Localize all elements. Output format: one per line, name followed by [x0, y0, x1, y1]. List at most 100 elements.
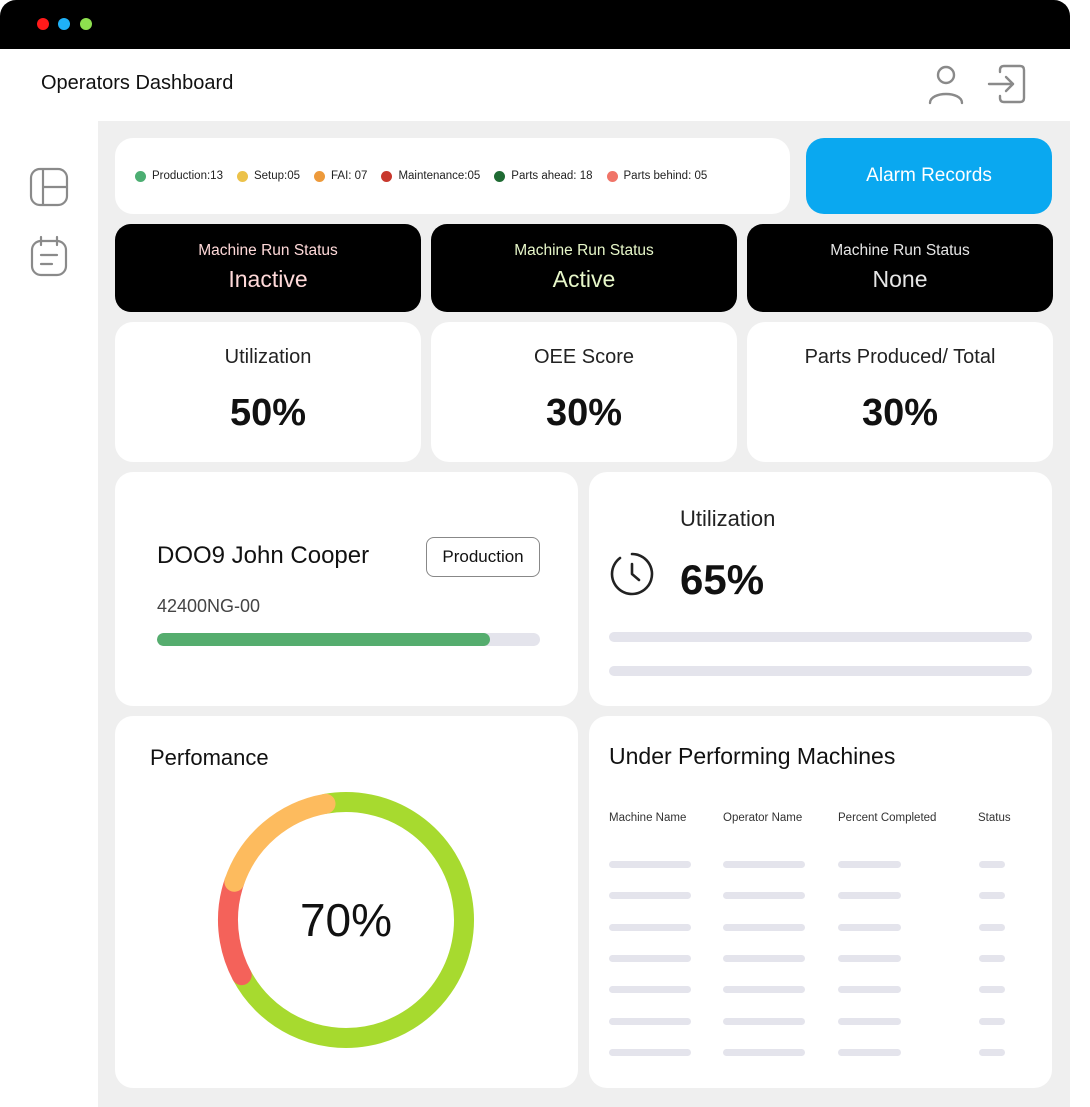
utilization-value: 65%	[680, 556, 765, 603]
table-cell-placeholder	[723, 1048, 805, 1056]
performance-title: Perfomance	[150, 745, 269, 770]
operator-name: DOO9 John Cooper	[157, 542, 370, 569]
metric-card-oee-score: OEE Score 30%	[431, 322, 737, 462]
under-performing-title: Under Performing Machines	[609, 743, 896, 769]
table-cell-placeholder	[723, 986, 805, 994]
under-performing-machines-card: Under Performing Machines Machine Name O…	[589, 716, 1052, 1088]
legend-item: Parts behind: 05	[606, 170, 708, 182]
table-cell-placeholder	[979, 923, 1005, 931]
table-cell-placeholder	[609, 923, 691, 931]
table-cell-placeholder	[979, 954, 1005, 962]
clock-icon	[609, 551, 655, 597]
operator-card: DOO9 John Cooper Production 42400NG-00	[115, 472, 578, 706]
machine-status-card: Machine Run Status Active	[431, 224, 737, 312]
metric-label: Parts Produced/ Total	[804, 346, 996, 368]
column-header-status: Status	[978, 812, 1011, 824]
utilization-placeholder-bar	[609, 666, 1032, 676]
calendar-list-icon[interactable]	[28, 235, 70, 277]
maximize-window-dot[interactable]	[80, 18, 92, 30]
metric-label: OEE Score	[533, 346, 635, 368]
table-cell-placeholder	[838, 923, 901, 931]
machine-status-label: Machine Run Status	[198, 242, 338, 259]
minimize-window-dot[interactable]	[58, 18, 70, 30]
metric-card-utilization: Utilization 50%	[115, 322, 421, 462]
utilization-placeholder-bar	[609, 632, 1032, 642]
page-title: Operators Dashboard	[41, 72, 234, 94]
table-cell-placeholder	[979, 892, 1005, 900]
performance-value: 70%	[299, 894, 393, 946]
legend-label: Production:13	[152, 170, 223, 182]
legend-item: FAI: 07	[314, 170, 367, 182]
metric-value: 30%	[545, 392, 623, 434]
machine-status-value: None	[872, 266, 928, 292]
table-cell-placeholder	[609, 861, 691, 868]
metric-value: 50%	[229, 392, 307, 434]
table-cell-placeholder	[723, 892, 805, 900]
legend-item: Setup:05	[236, 170, 301, 182]
metric-card-parts-produced: Parts Produced/ Total 30%	[747, 322, 1053, 462]
layout-icon[interactable]	[28, 166, 70, 208]
column-header-operator-name: Operator Name	[723, 812, 803, 824]
status-legend: Production:13 Setup:05 FAI: 07 Maintenan…	[115, 138, 790, 214]
legend-label: Maintenance:05	[398, 170, 481, 182]
legend-label: Parts behind: 05	[623, 170, 708, 182]
table-cell-placeholder	[609, 892, 691, 900]
machine-status-value: Inactive	[228, 266, 308, 292]
table-cell-placeholder	[979, 1017, 1005, 1025]
utilization-title: Utilization	[680, 506, 776, 531]
table-cell-placeholder	[723, 1017, 805, 1025]
table-cell-placeholder	[979, 986, 1005, 994]
main-content: Production:13 Setup:05 FAI: 07 Maintenan…	[98, 121, 1070, 1107]
legend-dot	[236, 170, 248, 182]
metric-value: 30%	[861, 392, 939, 434]
table-cell-placeholder	[838, 986, 901, 994]
table-cell-placeholder	[838, 861, 901, 868]
table-cell-placeholder	[838, 1048, 901, 1056]
table-cell-placeholder	[723, 861, 805, 868]
operator-status-badge: Production	[426, 537, 540, 577]
table-cell-placeholder	[609, 1048, 691, 1056]
legend-item: Production:13	[135, 170, 223, 182]
column-header-machine-name: Machine Name	[609, 812, 687, 824]
legend-item: Parts ahead: 18	[494, 170, 593, 182]
alarm-records-button[interactable]: Alarm Records	[806, 138, 1052, 214]
header: Operators Dashboard	[0, 49, 1070, 121]
table-cell-placeholder	[609, 1017, 691, 1025]
legend-dot	[494, 170, 506, 182]
table-cell-placeholder	[723, 954, 805, 962]
utilization-card: Utilization 65%	[589, 472, 1052, 706]
machine-status-label: Machine Run Status	[830, 242, 970, 259]
table-cell-placeholder	[609, 954, 691, 962]
donut-segment-fair	[218, 792, 474, 1048]
machine-status-card: Machine Run Status None	[747, 224, 1053, 312]
operator-progress-fill	[157, 633, 491, 646]
legend-dot	[381, 170, 393, 182]
legend-item: Maintenance:05	[381, 170, 480, 182]
machine-status-value: Active	[552, 266, 616, 292]
sidebar	[0, 121, 98, 1107]
user-icon[interactable]	[926, 63, 966, 105]
legend-label: FAI: 07	[331, 170, 368, 182]
column-header-percent-completed: Percent Completed	[838, 812, 937, 824]
legend-dot	[606, 170, 618, 182]
performance-card: Perfomance 70%	[115, 716, 578, 1088]
legend-dot	[135, 170, 146, 182]
machine-status-card: Machine Run Status Inactive	[115, 224, 421, 312]
table-cell-placeholder	[838, 892, 901, 900]
table-cell-placeholder	[609, 986, 691, 994]
logout-icon[interactable]	[986, 63, 1026, 105]
table-cell-placeholder	[838, 1017, 901, 1025]
table-cell-placeholder	[979, 1048, 1005, 1056]
table-cell-placeholder	[979, 861, 1005, 868]
legend-label: Parts ahead: 18	[511, 170, 593, 182]
part-number: 42400NG-00	[157, 596, 261, 616]
close-window-dot[interactable]	[37, 18, 49, 30]
machine-status-label: Machine Run Status	[514, 242, 654, 259]
legend-label: Setup:05	[253, 170, 301, 182]
table-cell-placeholder	[723, 923, 805, 931]
performance-donut-chart	[218, 792, 474, 1048]
metric-label: Utilization	[224, 346, 312, 368]
donut-segment-poor	[218, 792, 474, 1048]
operator-progress-bar	[157, 633, 540, 646]
